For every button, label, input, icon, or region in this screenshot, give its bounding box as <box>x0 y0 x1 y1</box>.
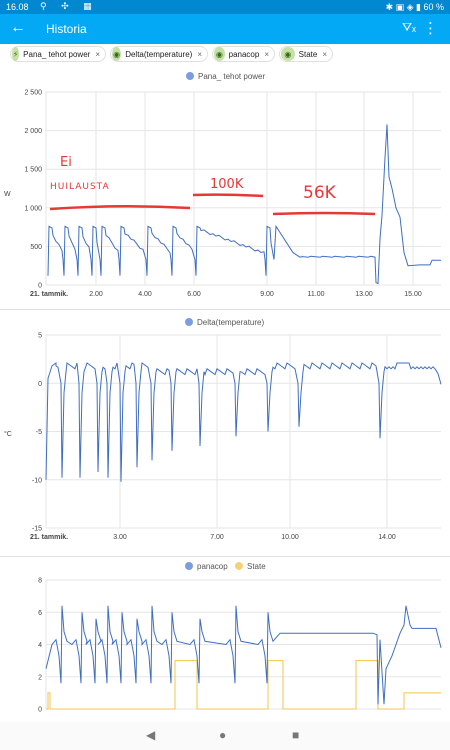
status-icons: ✱ ▣ ◈ ▮ 60 % <box>385 2 444 12</box>
back-arrow-icon[interactable]: ← <box>10 19 26 36</box>
x-tick-label: 21. tammik. <box>30 534 68 541</box>
panacop-state-chart: panacop State 8 6 4 2 0 <box>38 562 442 714</box>
y-tick-label: 1 000 <box>24 205 42 212</box>
eye-icon: ◉ <box>112 47 122 61</box>
x-tick-label: 2.00 <box>89 291 103 298</box>
chip-label: Pana_ tehot power <box>23 49 91 59</box>
x-tick-label: 11.00 <box>308 291 325 298</box>
chip-close-icon[interactable]: × <box>322 49 327 59</box>
y-tick-label: 0 <box>38 707 42 714</box>
annotation-underline-1 <box>49 204 191 211</box>
handwritten-annotations: Ei HUILAUSTA 100K 56K <box>49 155 376 216</box>
y-tick-label: 8 <box>38 578 42 585</box>
delta-series-line <box>45 362 442 482</box>
panacop-series-line <box>45 605 442 705</box>
y-tick-label: 6 <box>38 610 42 617</box>
annotation-ei: Ei <box>60 155 72 170</box>
x-tick-label: 13.00 <box>355 291 373 298</box>
y-tick-label: -10 <box>32 477 42 484</box>
eye-icon: ◉ <box>214 47 225 61</box>
y-tick-label: 2 000 <box>24 128 42 135</box>
x-tick-label: 15.00 <box>404 291 422 298</box>
chip-label: State <box>298 49 318 59</box>
chip-pana-power[interactable]: ⚡ Pana_ tehot power × <box>10 46 106 62</box>
chart-divider <box>0 309 450 310</box>
legend-label-panacop[interactable]: panacop <box>197 562 228 571</box>
chart-divider <box>0 556 450 557</box>
x-tick-label: 21. tammik. <box>30 291 68 298</box>
entity-chips: ⚡ Pana_ tehot power × ◉ Delta(temperatur… <box>0 44 450 64</box>
y-tick-label: 2 <box>38 674 42 681</box>
legend-swatch-power[interactable] <box>186 72 194 80</box>
power-series-line <box>47 124 441 285</box>
nav-recents-icon[interactable]: ■ <box>292 728 300 742</box>
more-vert-icon[interactable]: ⋮ <box>423 20 438 37</box>
x-tick-label: 10.00 <box>281 534 299 541</box>
chip-close-icon[interactable]: × <box>95 49 100 59</box>
battery-text: 60 % <box>423 2 444 12</box>
delta-temperature-chart: Delta(temperature) °C 5 0 -5 -10 -15 21. tam… <box>4 318 442 541</box>
chip-label: panacop <box>228 49 260 59</box>
y-tick-label: 0 <box>38 381 42 388</box>
notification-icons: ⚲ ✣ ▦ <box>40 1 98 11</box>
chip-state[interactable]: ◉ State × <box>279 46 333 62</box>
y-tick-label: -5 <box>36 429 42 436</box>
eye-icon: ◉ <box>281 47 295 61</box>
y-tick-label: 500 <box>30 244 42 251</box>
legend-swatch-state[interactable] <box>235 562 243 570</box>
chip-panacop[interactable]: ◉ panacop × <box>212 46 275 62</box>
y-tick-label: 2 500 <box>24 90 42 97</box>
x-tick-label: 7.00 <box>210 534 224 541</box>
x-tick-label: 3.00 <box>113 534 127 541</box>
status-time: 16.08 <box>6 2 29 12</box>
y-tick-label: -15 <box>32 526 42 533</box>
legend-swatch-delta[interactable] <box>185 318 193 326</box>
y-axis-label: W <box>4 191 11 198</box>
x-tick-label: 6.00 <box>187 291 201 298</box>
nav-home-icon[interactable]: ● <box>219 728 227 742</box>
annotation-100k: 100K <box>210 177 244 192</box>
status-bar: 16.08 ⚲ ✣ ▦ ✱ ▣ ◈ ▮ 60 % <box>0 0 450 14</box>
chip-label: Delta(temperature) <box>125 49 193 59</box>
legend-swatch-panacop[interactable] <box>185 562 193 570</box>
chip-close-icon[interactable]: × <box>264 49 269 59</box>
x-tick-label: 9.00 <box>260 291 274 298</box>
y-tick-label: 1 500 <box>24 167 42 174</box>
bolt-icon: ⚡ <box>12 47 20 61</box>
chip-close-icon[interactable]: × <box>197 49 202 59</box>
x-tick-label: 14.00 <box>378 534 396 541</box>
page-title: Historia <box>46 22 87 36</box>
power-chart: Pana_ tehot power W 2 500 2 000 1 500 1 000… <box>4 72 441 298</box>
x-tick-label: 4.00 <box>138 291 152 298</box>
annotation-underline-3 <box>272 211 376 216</box>
y-axis-label: °C <box>4 430 12 438</box>
legend-label-delta[interactable]: Delta(temperature) <box>197 318 264 327</box>
annotation-underline-2 <box>192 193 264 198</box>
annotation-huilausta: HUILAUSTA <box>50 182 110 192</box>
filter-clear-icon[interactable]: ⛛ₓ <box>401 20 416 34</box>
legend-label-power[interactable]: Pana_ tehot power <box>198 72 265 81</box>
legend-label-state[interactable]: State <box>247 562 266 571</box>
nav-back-icon[interactable]: ◀ <box>146 728 156 742</box>
y-tick-label: 0 <box>38 283 42 290</box>
y-tick-label: 5 <box>38 333 42 340</box>
chip-delta-temperature[interactable]: ◉ Delta(temperature) × <box>110 46 208 62</box>
app-bar: ← Historia ⛛ₓ ⋮ <box>0 14 450 44</box>
android-nav-bar: ◀ ● ■ <box>0 722 450 750</box>
y-tick-label: 4 <box>38 642 42 649</box>
annotation-56k: 56K <box>303 183 337 203</box>
